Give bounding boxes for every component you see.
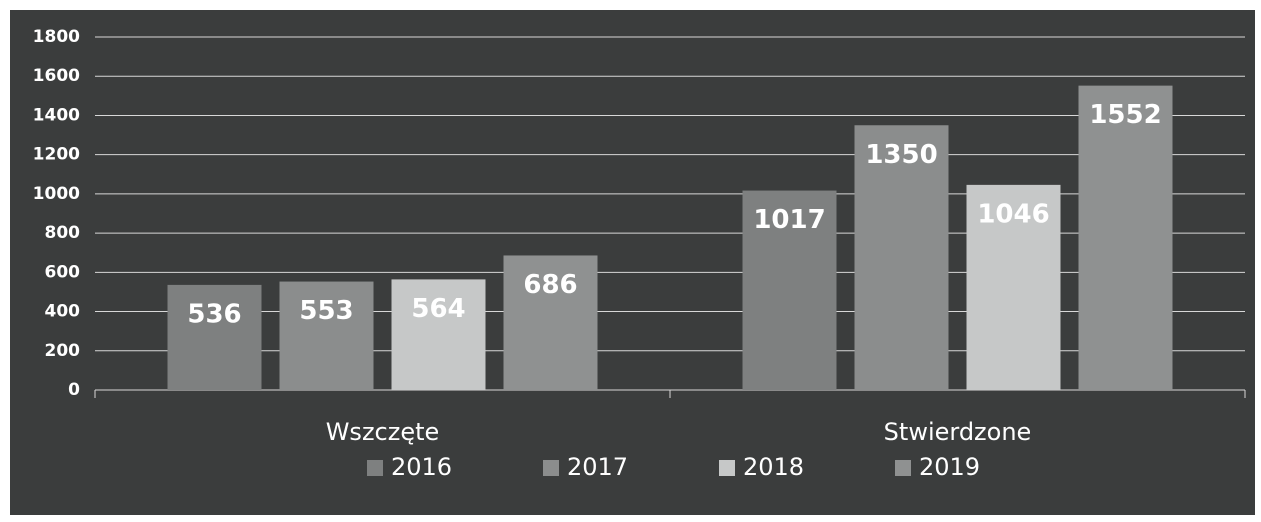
bar (1078, 85, 1173, 390)
data-label: 1552 (1089, 100, 1161, 130)
data-label: 536 (187, 299, 241, 329)
data-label: 1350 (865, 140, 937, 170)
bar (279, 281, 374, 390)
legend-label: 2018 (743, 453, 804, 481)
y-tick-label: 200 (45, 341, 81, 361)
legend-label: 2019 (919, 453, 980, 481)
y-tick-label: 1000 (33, 184, 80, 204)
chart-background (10, 10, 1255, 515)
bar (167, 284, 262, 390)
bar (742, 190, 837, 390)
data-label: 553 (299, 296, 353, 326)
bar (391, 279, 486, 390)
y-tick-label: 1200 (33, 145, 80, 165)
legend-swatch (895, 460, 911, 476)
legend-swatch (543, 460, 559, 476)
legend-swatch (367, 460, 383, 476)
y-tick-label: 0 (68, 380, 80, 400)
y-tick-label: 1400 (33, 105, 80, 125)
y-tick-label: 800 (45, 223, 81, 243)
data-label: 1017 (753, 205, 825, 235)
data-label: 686 (523, 270, 577, 300)
data-label: 1046 (977, 199, 1049, 229)
legend-swatch (719, 460, 735, 476)
bar (966, 184, 1061, 390)
bar (854, 125, 949, 390)
y-tick-label: 1600 (33, 66, 80, 86)
x-tick-label: Stwierdzone (884, 418, 1032, 446)
y-tick-label: 600 (45, 262, 81, 282)
bar (503, 255, 598, 390)
legend-label: 2016 (391, 453, 452, 481)
y-tick-label: 1800 (33, 27, 80, 47)
legend-label: 2017 (567, 453, 628, 481)
x-tick-label: Wszczęte (326, 418, 440, 446)
y-tick-label: 400 (45, 302, 81, 322)
data-label: 564 (411, 294, 465, 324)
